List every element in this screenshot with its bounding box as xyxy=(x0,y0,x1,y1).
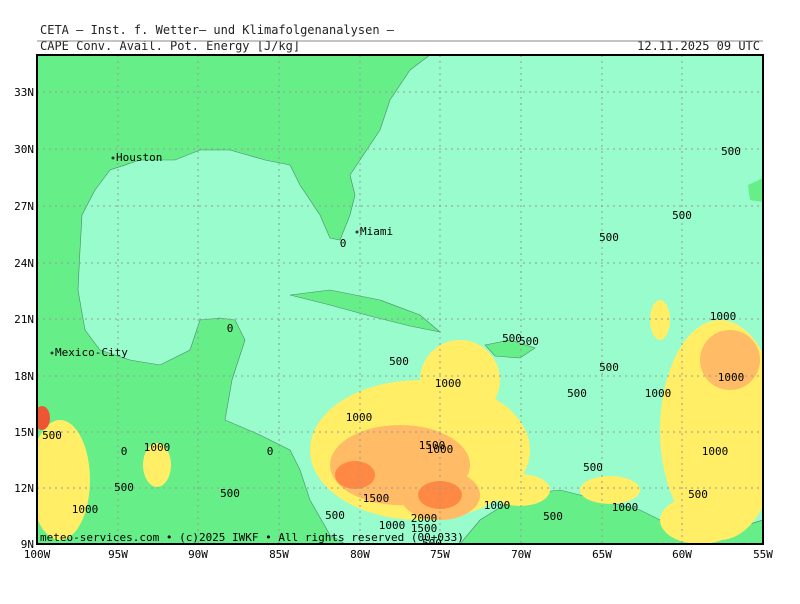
contour-label: 1000 xyxy=(435,377,462,390)
contour-label: 2000 xyxy=(411,512,438,525)
contour-label: 1500 xyxy=(419,439,446,452)
contour-label: 500 xyxy=(599,361,619,374)
contour-label: 500 xyxy=(42,429,62,442)
contour-label: 500 xyxy=(220,487,240,500)
lon-label: 65W xyxy=(592,548,612,561)
lat-label: 27N xyxy=(14,200,34,213)
north-america xyxy=(37,55,431,544)
parameter: CAPE Conv. Avail. Pot. Energy [J/kg] xyxy=(40,39,300,53)
city-label: Mexico-City xyxy=(55,346,128,359)
lon-label: 100W xyxy=(24,548,51,561)
contour-label: 1000 xyxy=(612,501,639,514)
lon-label: 95W xyxy=(108,548,128,561)
lat-label: 21N xyxy=(14,313,34,326)
contour-label: 500 xyxy=(114,481,134,494)
contour-label: 500 xyxy=(599,231,619,244)
institute: CETA – Inst. f. Wetter– und Klimafolgena… xyxy=(40,23,395,37)
lat-label: 9N xyxy=(21,538,34,551)
city-dot xyxy=(355,230,359,234)
contour-label: 1000 xyxy=(484,499,511,512)
contour-label: 500 xyxy=(389,355,409,368)
contour-label: 1000 xyxy=(346,411,373,424)
map-frame xyxy=(36,54,764,545)
contour-label: 1000 xyxy=(427,443,454,456)
valid-time: 12.11.2025 09 UTC xyxy=(637,39,760,53)
contour-label: 500 xyxy=(721,145,741,158)
contour-label: 0 xyxy=(340,237,347,250)
contour-label: 0 xyxy=(121,445,128,458)
lon-label: 55W xyxy=(753,548,773,561)
lon-label: 70W xyxy=(511,548,531,561)
lon-label: 75W xyxy=(430,548,450,561)
contour-label: 1000 xyxy=(702,445,729,458)
city-dot xyxy=(111,156,115,160)
contour-label: 500 xyxy=(583,461,603,474)
lat-label: 30N xyxy=(14,143,34,156)
city-label: Miami xyxy=(360,225,393,238)
contour-labels: HoustonMiamiMexico-City50050050000100050… xyxy=(42,145,745,550)
graticule xyxy=(37,55,763,544)
contour-label: 1000 xyxy=(72,503,99,516)
city-label: Houston xyxy=(116,151,162,164)
lon-label: 85W xyxy=(269,548,289,561)
hispaniola xyxy=(484,339,536,359)
contour-label: 500 xyxy=(502,332,522,345)
contour-label: 1500 xyxy=(363,492,390,505)
contour-label: 1000 xyxy=(379,519,406,532)
cape-fields xyxy=(37,300,763,544)
contour-label: 1500 xyxy=(411,522,438,535)
footer: meteo-services.com • (c)2025 IWKF • All … xyxy=(40,531,464,544)
lat-label: 18N xyxy=(14,370,34,383)
atlantic-patch xyxy=(748,178,763,202)
contour-label: 1000 xyxy=(710,310,737,323)
contour-label: 1000 xyxy=(645,387,672,400)
lat-label: 33N xyxy=(14,86,34,99)
contour-label: 500 xyxy=(519,335,539,348)
city-dot xyxy=(50,351,54,355)
contour-label: 500 xyxy=(422,537,442,550)
contour-label: 1000 xyxy=(718,371,745,384)
lon-label: 90W xyxy=(188,548,208,561)
contour-label: 500 xyxy=(325,509,345,522)
lat-label: 12N xyxy=(14,482,34,495)
contour-label: 1000 xyxy=(144,441,171,454)
lat-label: 24N xyxy=(14,257,34,270)
lat-label: 15N xyxy=(14,426,34,439)
contour-label: 500 xyxy=(567,387,587,400)
lon-label: 80W xyxy=(350,548,370,561)
lon-label: 60W xyxy=(672,548,692,561)
contour-label: 500 xyxy=(672,209,692,222)
contour-label: 500 xyxy=(688,488,708,501)
contour-label: 0 xyxy=(227,322,234,335)
contour-label: 0 xyxy=(267,445,274,458)
contour-label: 500 xyxy=(543,510,563,523)
map-area: HoustonMiamiMexico-City50050050000100050… xyxy=(37,55,763,550)
